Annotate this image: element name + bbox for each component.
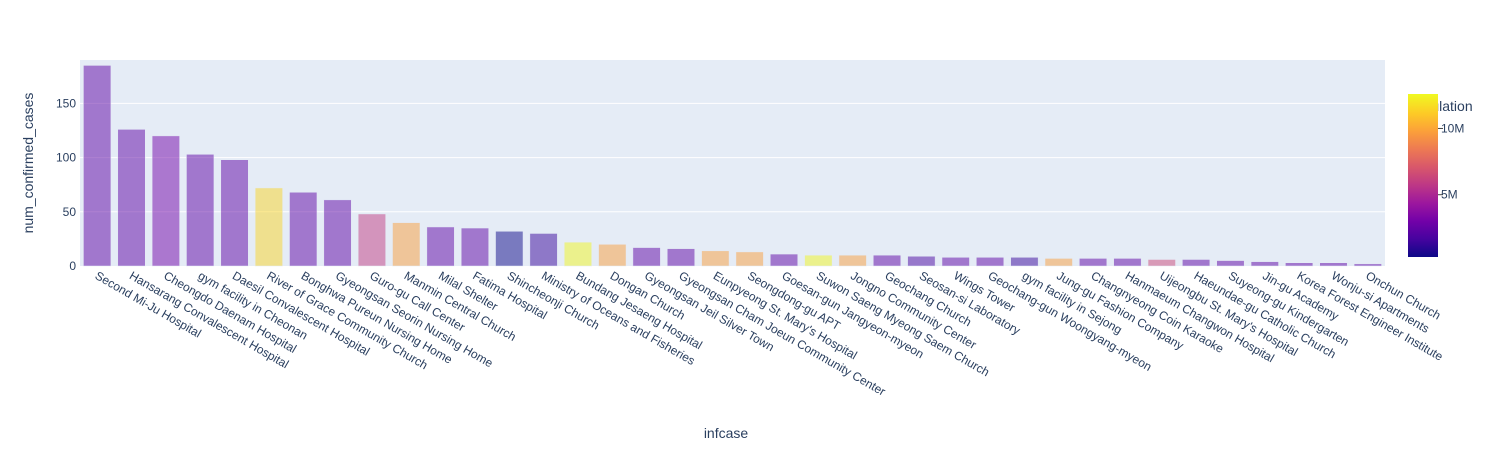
bar[interactable] — [357, 213, 386, 267]
colorbar-tick-label: 5M — [1441, 188, 1458, 202]
bar[interactable] — [323, 199, 352, 267]
bar[interactable] — [804, 254, 833, 267]
bar[interactable] — [220, 159, 249, 267]
bar[interactable] — [1353, 263, 1382, 267]
bar[interactable] — [460, 227, 489, 267]
bar[interactable] — [186, 154, 215, 267]
bar[interactable] — [1319, 262, 1348, 267]
bar[interactable] — [667, 248, 695, 267]
bar[interactable] — [1250, 261, 1279, 267]
bar[interactable] — [495, 231, 524, 267]
colorbar-gradient — [1408, 94, 1438, 257]
bar[interactable] — [838, 254, 867, 267]
bar[interactable] — [1079, 258, 1108, 267]
bar[interactable] — [529, 233, 558, 267]
bar[interactable] — [907, 255, 936, 267]
bar[interactable] — [1010, 257, 1039, 267]
bar[interactable] — [117, 129, 146, 267]
bar[interactable] — [976, 257, 1005, 267]
bar[interactable] — [392, 222, 421, 267]
y-tick-label: 100 — [56, 151, 76, 165]
bar[interactable] — [873, 254, 902, 267]
colorbar-tick-label: 10M — [1441, 121, 1464, 135]
y-tick-label: 150 — [56, 96, 76, 110]
bar[interactable] — [1182, 259, 1211, 267]
y-tick-label: 0 — [69, 259, 76, 273]
bar[interactable] — [941, 257, 970, 267]
bar[interactable] — [1113, 258, 1142, 267]
bar[interactable] — [151, 135, 180, 267]
bar[interactable] — [632, 247, 661, 267]
x-axis-title: infcase — [704, 425, 749, 441]
bar[interactable] — [701, 250, 730, 267]
y-axis-title: num_confirmed_cases — [20, 93, 36, 234]
bar[interactable] — [289, 192, 318, 267]
bar[interactable] — [1044, 258, 1073, 267]
y-tick-label: 50 — [63, 205, 77, 219]
bar[interactable] — [254, 187, 283, 267]
bar[interactable] — [426, 226, 455, 267]
bar[interactable] — [83, 65, 112, 267]
bar[interactable] — [1147, 259, 1176, 267]
bar[interactable] — [770, 253, 799, 267]
bar[interactable] — [1285, 262, 1314, 267]
bar[interactable] — [1216, 260, 1245, 267]
bar[interactable] — [735, 251, 764, 267]
bar[interactable] — [598, 244, 627, 267]
bar[interactable] — [563, 241, 592, 267]
